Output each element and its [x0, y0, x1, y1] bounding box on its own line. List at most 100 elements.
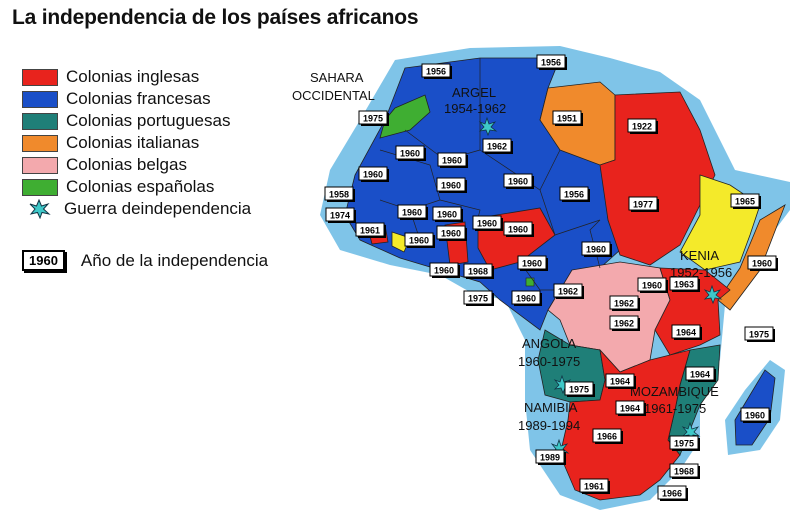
star-burst-icon: [29, 199, 51, 219]
year-label-text: 1975: [569, 385, 589, 395]
annotation-angola-line2: 1960-1975: [518, 354, 580, 369]
region-spanish-guinea: [525, 277, 535, 287]
legend-item-belgas: Colonias belgas: [22, 154, 251, 176]
year-label-text: 1960: [437, 210, 457, 220]
year-label-text: 1964: [620, 404, 640, 414]
year-label-box: [432, 206, 462, 221]
year-label-box: [740, 407, 770, 422]
year-label: 1964: [671, 324, 702, 340]
year-label: 1960: [503, 173, 534, 189]
year-label-text: 1960: [441, 181, 461, 191]
year-label-text: 1960: [642, 281, 662, 291]
year-label-box: [671, 324, 701, 339]
year-label: 1975: [463, 290, 494, 306]
year-label-text: 1962: [487, 142, 507, 152]
war-star-angola: [553, 374, 573, 395]
year-label-box: [628, 196, 658, 211]
year-label-text: 1960: [586, 245, 606, 255]
year-label-box: [404, 232, 434, 247]
year-label-box: [685, 366, 715, 381]
legend-item-espanolas: Colonias españolas: [22, 176, 251, 198]
year-label-box: [511, 290, 541, 305]
year-label-text: 1960: [363, 170, 383, 180]
year-label-text: 1956: [564, 190, 584, 200]
year-label-box: [437, 152, 467, 167]
year-label-box: [564, 381, 594, 396]
year-label: 1974: [325, 207, 356, 223]
year-label: 1960: [437, 152, 468, 168]
year-label-text: 1963: [674, 280, 694, 290]
year-label: 1960: [358, 166, 389, 182]
year-label-text: 1966: [662, 489, 682, 499]
year-label-box: [429, 262, 459, 277]
legend-label: Colonias españolas: [66, 177, 215, 196]
year-label-box: [482, 138, 512, 153]
year-label-text: 1956: [426, 67, 446, 77]
year-label-text: 1977: [633, 200, 653, 210]
legend-label: Colonias italianas: [66, 133, 200, 152]
map-title: La independencia de los países africanos: [12, 6, 419, 29]
year-label: 1960: [747, 255, 778, 271]
war-star-argel: [478, 116, 498, 137]
year-label-text: 1956: [541, 58, 561, 68]
year-label-box: [436, 225, 466, 240]
year-label-box: [358, 110, 388, 125]
year-label: 1960: [436, 177, 467, 193]
year-label: 1960: [517, 255, 548, 271]
year-label-box: [517, 255, 547, 270]
year-label-box: [669, 276, 699, 291]
legend-label: Colonias belgas: [66, 155, 187, 174]
year-label-text: 1960: [508, 225, 528, 235]
year-label-box: [324, 186, 354, 201]
year-label-text: 1966: [597, 432, 617, 442]
year-label: 1962: [609, 295, 640, 311]
year-label-text: 1968: [468, 267, 488, 277]
year-label: 1960: [429, 262, 460, 278]
year-label-text: 1975: [749, 330, 769, 340]
annotation-argel-line1: ARGEL: [452, 85, 496, 100]
year-label: 1956: [536, 54, 567, 70]
year-label-box: [503, 173, 533, 188]
legend-item-francesas: Colonias francesas: [22, 88, 251, 110]
year-label-text: 1960: [409, 236, 429, 246]
year-label-box: [669, 463, 699, 478]
year-label: 1961: [579, 478, 610, 494]
year-label: 1975: [564, 381, 595, 397]
year-label-text: 1964: [676, 328, 696, 338]
legend-item-guerra: Guerra deindependencia: [22, 198, 251, 220]
year-label-text: 1964: [690, 370, 710, 380]
year-label: 1960: [436, 225, 467, 241]
war-star-kenia: [703, 284, 723, 305]
year-key-box: 1960: [22, 250, 65, 271]
year-label-text: 1960: [745, 411, 765, 421]
annotation-namibia-line2: 1989-1994: [518, 418, 580, 433]
year-label: 1963: [669, 276, 700, 292]
year-label-box: [669, 435, 699, 450]
region-british-south: [559, 348, 691, 501]
legend-swatch: [22, 156, 58, 174]
year-label-box: [609, 315, 639, 330]
year-label-text: 1960: [516, 294, 536, 304]
year-label-box: [463, 263, 493, 278]
year-label: 1975: [744, 326, 775, 342]
legend-swatch: [22, 68, 58, 86]
year-label: 1968: [669, 463, 700, 479]
region-british-egypt-sudan: [599, 91, 716, 266]
annotation-kenia-line1: KENIA: [680, 248, 719, 263]
year-label-box: [503, 221, 533, 236]
year-label-box: [421, 63, 451, 78]
year-label-box: [744, 326, 774, 341]
year-label-box: [592, 428, 622, 443]
annotation-namibia-line1: NAMIBIA: [524, 400, 578, 415]
year-label-box: [747, 255, 777, 270]
year-label: 1962: [482, 138, 513, 154]
year-label: 1960: [503, 221, 534, 237]
year-label-text: 1960: [402, 208, 422, 218]
year-label-text: 1962: [614, 319, 634, 329]
annotation-argel-line2: 1954-1962: [444, 101, 506, 116]
year-label: 1960: [581, 241, 612, 257]
year-label-box: [536, 54, 566, 69]
annotation-kenia-line2: 1952-1956: [670, 265, 732, 280]
year-label-box: [436, 177, 466, 192]
